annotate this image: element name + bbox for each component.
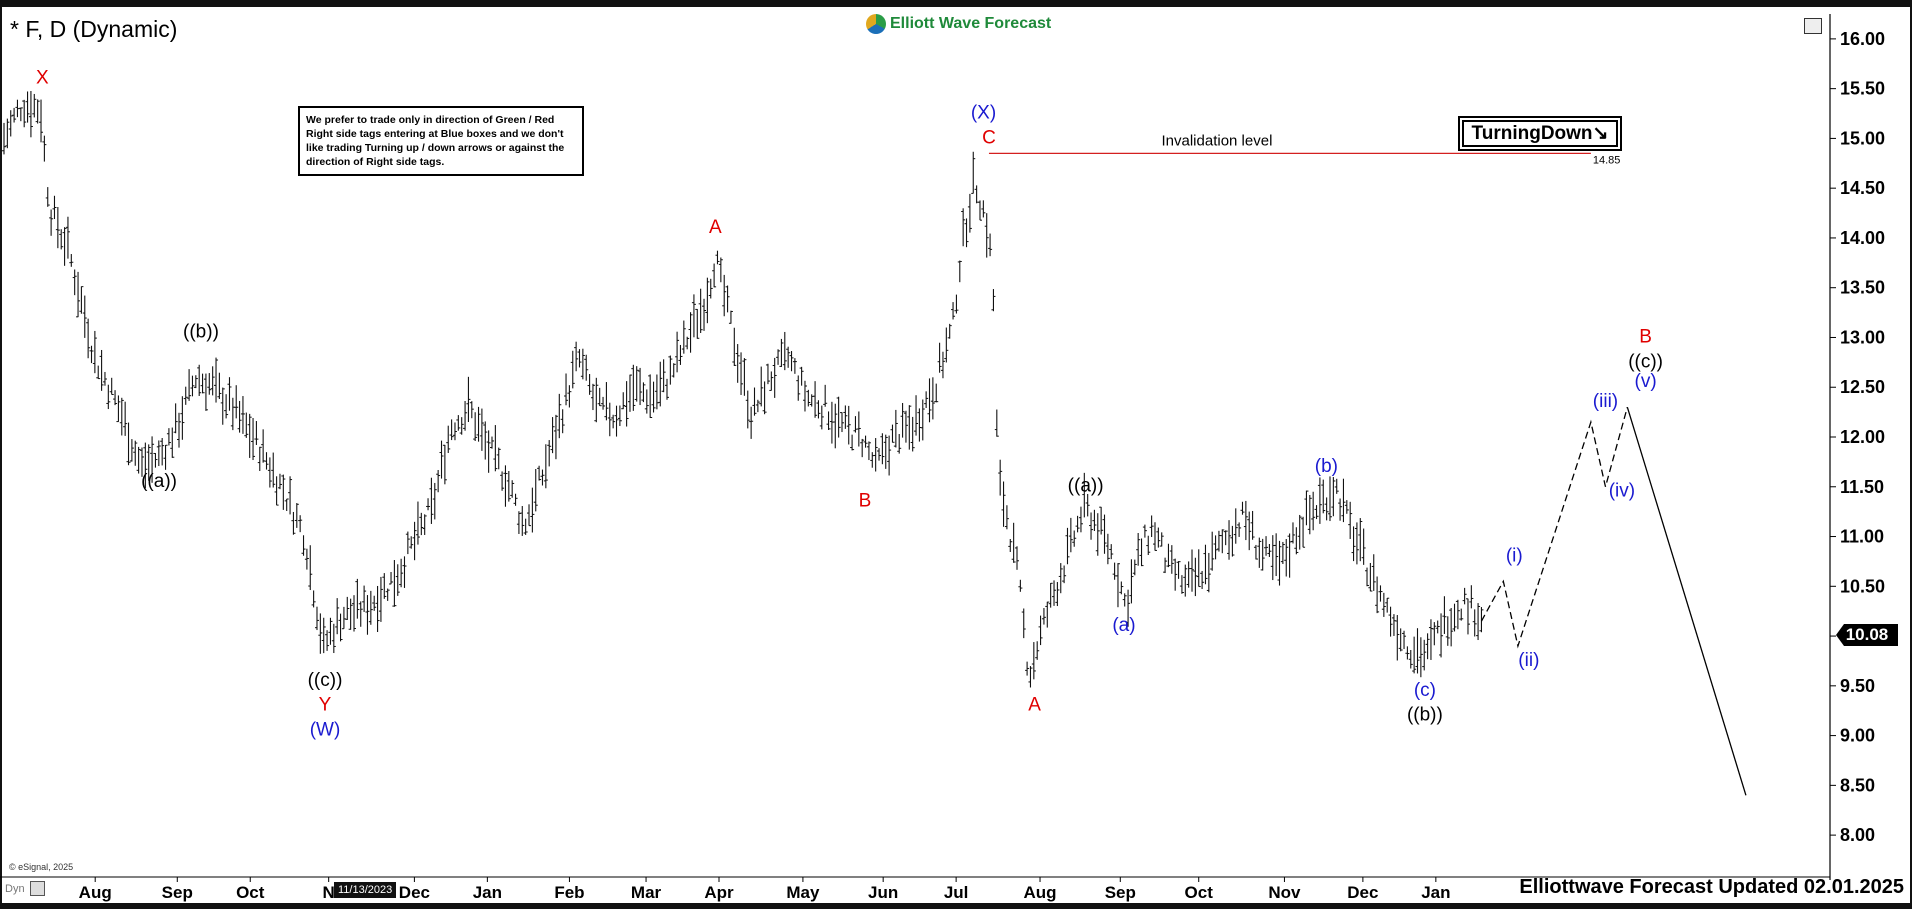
brand-name: Elliott Wave Forecast — [890, 15, 1052, 32]
x-tick-label: Dec — [399, 883, 430, 902]
wave-label: (ii) — [1518, 650, 1539, 671]
wave-label: X — [36, 68, 49, 89]
x-tick-label: Nov — [1268, 883, 1301, 902]
footer-updated: Elliottwave Forecast Updated 02.01.2025 — [1519, 876, 1904, 898]
x-tick-label: Oct — [1185, 883, 1214, 902]
turning-down-label: TurningDown — [1471, 122, 1593, 144]
x-tick-label: Jan — [473, 883, 502, 902]
wave-label: ((c)) — [1628, 351, 1663, 372]
wave-label: (X) — [971, 103, 996, 124]
wave-label: (b) — [1315, 456, 1338, 477]
wave-label: (iv) — [1609, 481, 1635, 502]
wave-label: B — [1639, 326, 1652, 347]
x-tick-label: Aug — [79, 883, 112, 902]
brand-icon — [866, 14, 886, 34]
wave-label: (a) — [1112, 615, 1135, 636]
wave-label: Y — [319, 695, 332, 716]
last-price-tag: 10.08 — [1836, 624, 1898, 646]
y-tick-label: 11.00 — [1840, 527, 1884, 547]
y-tick-label: 14.50 — [1840, 178, 1885, 198]
y-tick-label: 12.00 — [1840, 427, 1885, 447]
y-tick-label: 15.00 — [1840, 128, 1885, 148]
x-tick-label: May — [786, 883, 820, 902]
wave-label: ((b)) — [183, 321, 219, 342]
wave-label: ((a)) — [141, 471, 177, 492]
window-restore-icon[interactable] — [1804, 18, 1822, 34]
brand-logo: Elliott Wave Forecast — [866, 14, 1051, 34]
y-tick-label: 12.50 — [1840, 377, 1885, 397]
y-tick-label: 13.00 — [1840, 327, 1885, 347]
wave-label: ((a)) — [1068, 476, 1104, 497]
wave-label: (W) — [310, 720, 341, 741]
y-tick-label: 16.00 — [1840, 29, 1885, 49]
y-tick-label: 13.50 — [1840, 278, 1885, 298]
y-tick-label: 14.00 — [1840, 228, 1885, 248]
arrow-down-right-icon: ↘ — [1592, 123, 1609, 144]
wave-label: (c) — [1414, 680, 1436, 701]
trading-note: We prefer to trade only in direction of … — [298, 106, 584, 176]
wave-label: (i) — [1506, 545, 1523, 566]
symbol-title: * F, D (Dynamic) — [10, 16, 178, 42]
x-tick-label: Sep — [162, 883, 193, 902]
x-tick-label: Apr — [704, 883, 734, 902]
x-tick-label: Sep — [1105, 883, 1136, 902]
x-tick-label: Jan — [1421, 883, 1450, 902]
x-tick-label: Jul — [944, 883, 969, 902]
y-tick-label: 8.00 — [1840, 825, 1875, 845]
projection-path — [1480, 406, 1628, 649]
copyright: © eSignal, 2025 — [9, 862, 74, 872]
wave-label: (v) — [1635, 371, 1657, 392]
y-tick-label: 9.00 — [1840, 726, 1875, 746]
wave-label: A — [709, 217, 722, 238]
wave-label: (iii) — [1593, 391, 1618, 412]
x-tick-label: Feb — [554, 883, 584, 902]
invalidation-label: Invalidation level — [1162, 132, 1273, 149]
x-tick-label: Aug — [1024, 883, 1057, 902]
y-tick-label: 10.50 — [1840, 576, 1885, 596]
wave-label: A — [1028, 695, 1041, 716]
y-tick-label: 8.50 — [1840, 775, 1875, 795]
y-tick-label: 11.50 — [1840, 477, 1884, 497]
x-tick-label: Jun — [868, 883, 898, 902]
lock-icon[interactable] — [30, 881, 45, 896]
x-tick-label: Mar — [631, 883, 662, 902]
y-tick-label: 9.50 — [1840, 676, 1875, 696]
x-tick-label: Oct — [236, 883, 265, 902]
wave-label: ((c)) — [308, 670, 343, 691]
wave-label: C — [982, 127, 996, 148]
cursor-date: 11/13/2023 — [334, 882, 397, 898]
x-tick-label: Dec — [1347, 883, 1378, 902]
projection-down-path — [1626, 406, 1747, 796]
x-tick-label: N — [323, 883, 335, 902]
wave-label: ((b)) — [1407, 705, 1443, 726]
wave-label: B — [859, 491, 872, 512]
dyn-label: Dyn — [5, 883, 25, 895]
turning-down-tag: TurningDown ↘ — [1458, 116, 1622, 151]
invalidation-value: 14.85 — [1593, 154, 1621, 166]
y-tick-label: 15.50 — [1840, 79, 1885, 99]
